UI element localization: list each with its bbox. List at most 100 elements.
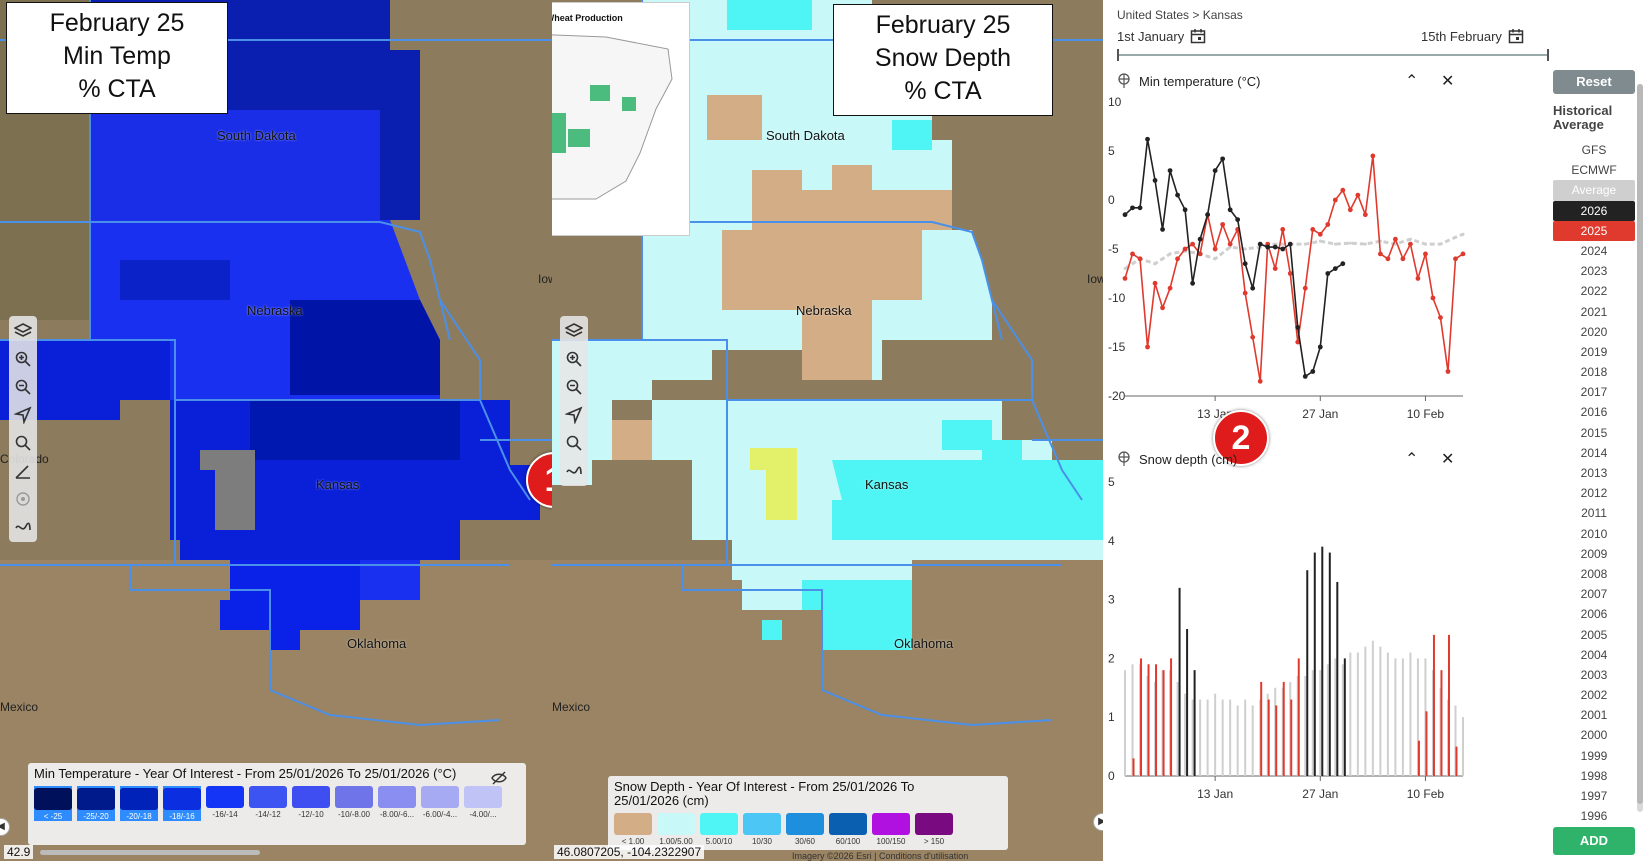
bar-2025	[1267, 699, 1270, 776]
layers-icon[interactable]	[12, 320, 34, 342]
search-icon[interactable]	[12, 432, 34, 454]
data-point-2025	[1430, 295, 1436, 301]
year-toggle-2022[interactable]: 2022	[1580, 284, 1608, 299]
min-temp-legend-item[interactable]: -18/-16	[163, 786, 201, 821]
snow-depth-legend-item[interactable]: 5.00/10	[700, 813, 738, 846]
year-toggle-2023[interactable]: 2023	[1580, 264, 1608, 279]
date-end[interactable]: 15th February	[1421, 28, 1524, 44]
draw-line-icon[interactable]	[563, 460, 585, 482]
year-toggle-2008[interactable]: 2008	[1580, 566, 1608, 581]
snow-depth-title-line2: Snow Depth	[874, 44, 1012, 72]
layers-icon[interactable]	[563, 320, 585, 342]
year-toggle-2010[interactable]: 2010	[1580, 526, 1608, 541]
date-range-slider[interactable]	[1117, 49, 1549, 61]
data-point-2025	[1408, 241, 1413, 247]
snow-depth-legend-label: > 150	[923, 837, 945, 846]
date-start[interactable]: 1st January	[1117, 28, 1206, 44]
series-toggle-gfs[interactable]: GFS	[1581, 143, 1607, 157]
close-icon[interactable]: ✕	[1441, 73, 1455, 90]
series-toggle-2026[interactable]: 2026	[1553, 200, 1635, 221]
year-toggle-1997[interactable]: 1997	[1580, 789, 1608, 803]
target-icon[interactable]	[12, 488, 34, 510]
min-temp-legend-item[interactable]: -14/-12	[249, 786, 287, 821]
bar-average	[1176, 681, 1179, 776]
zoom-in-icon[interactable]	[12, 348, 34, 370]
year-toggle-2020[interactable]: 2020	[1580, 324, 1608, 339]
draw-line-icon[interactable]	[12, 516, 34, 538]
add-button[interactable]: ADD	[1553, 827, 1635, 855]
min-temp-legend-item[interactable]: -8.00/-6...	[378, 786, 416, 821]
locate-arrow-icon[interactable]	[12, 404, 34, 426]
year-toggle-2011[interactable]: 2011	[1581, 506, 1607, 521]
bar-2025	[1155, 664, 1158, 776]
legend-scrollbar-left[interactable]	[40, 850, 260, 855]
chevron-up-icon[interactable]: ⌃	[1405, 73, 1419, 90]
series-toggle-2025[interactable]: 2025	[1553, 220, 1635, 241]
bar-average	[1401, 658, 1404, 776]
year-toggle-2006[interactable]: 2006	[1580, 607, 1608, 622]
year-toggle-2014[interactable]: 2014	[1580, 445, 1608, 460]
year-toggle-2021[interactable]: 2021	[1580, 304, 1608, 319]
year-toggle-2017[interactable]: 2017	[1580, 385, 1608, 400]
data-point-2025	[1295, 339, 1301, 345]
data-point-2025	[1370, 153, 1376, 159]
series-toggle-average[interactable]: Average	[1553, 180, 1635, 201]
year-toggle-2000[interactable]: 2000	[1580, 728, 1608, 743]
year-toggle-2009[interactable]: 2009	[1580, 546, 1608, 561]
year-toggle-2005[interactable]: 2005	[1580, 627, 1608, 642]
zoom-out-icon[interactable]	[12, 376, 34, 398]
map-toolbar-right	[560, 316, 588, 486]
snow-depth-chart[interactable]: 5 4 3 2 1 0 13 Jan 27 Jan 10 Feb	[1103, 470, 1523, 850]
min-temp-legend-item[interactable]: -25/-20	[77, 786, 115, 821]
zoom-out-icon[interactable]	[563, 376, 585, 398]
breadcrumb[interactable]: United States > Kansas	[1117, 8, 1243, 22]
year-toggle-1998[interactable]: 1998	[1580, 768, 1608, 783]
year-toggle-2015[interactable]: 2015	[1580, 425, 1608, 440]
year-toggle-2016[interactable]: 2016	[1580, 405, 1608, 420]
year-toggle-2018[interactable]: 2018	[1580, 365, 1608, 380]
year-toggle-1999[interactable]: 1999	[1580, 748, 1608, 763]
snow-depth-legend-item[interactable]: < 1.00	[614, 813, 652, 846]
year-toggle-2007[interactable]: 2007	[1580, 587, 1608, 602]
min-temp-legend-item[interactable]: < -25	[34, 786, 72, 821]
zoom-in-icon[interactable]	[563, 348, 585, 370]
snow-depth-legend-item[interactable]: > 150	[915, 813, 953, 846]
reset-button[interactable]: Reset	[1553, 70, 1635, 94]
calendar-icon[interactable]	[1190, 28, 1206, 44]
search-icon[interactable]	[563, 432, 585, 454]
data-point-2026	[1220, 156, 1226, 162]
min-temp-legend-item[interactable]: -12/-10	[292, 786, 330, 821]
min-temp-legend-item[interactable]: -6.00/-4...	[421, 786, 459, 821]
snow-depth-legend-item[interactable]: 100/150	[872, 813, 910, 846]
bar-average	[1349, 652, 1352, 776]
snow-depth-map[interactable]: United States: Winter Wheat Production F…	[552, 0, 1103, 861]
snow-depth-legend-item[interactable]: 30/60	[786, 813, 824, 846]
year-toggle-2001[interactable]: 2001	[1580, 708, 1608, 723]
calendar-icon[interactable]	[1508, 28, 1524, 44]
min-temp-legend-item[interactable]: -10/-8.00	[335, 786, 373, 821]
year-list-scrollbar[interactable]	[1637, 84, 1643, 804]
locate-arrow-icon[interactable]	[563, 404, 585, 426]
close-icon[interactable]: ✕	[1441, 451, 1455, 468]
year-toggle-2002[interactable]: 2002	[1580, 688, 1608, 703]
year-toggle-2012[interactable]: 2012	[1580, 486, 1608, 501]
year-toggle-2003[interactable]: 2003	[1580, 667, 1608, 682]
year-toggle-2019[interactable]: 2019	[1580, 344, 1608, 359]
min-temp-legend-item[interactable]: -16/-14	[206, 786, 244, 821]
year-toggle-2004[interactable]: 2004	[1580, 647, 1608, 662]
snow-depth-legend-item[interactable]: 1.00/5.00	[657, 813, 695, 846]
series-toggle-ecmwf[interactable]: ECMWF	[1571, 163, 1617, 178]
year-toggle-1996[interactable]: 1996	[1580, 809, 1608, 824]
snow-depth-legend-item[interactable]: 10/30	[743, 813, 781, 846]
year-toggle-2013[interactable]: 2013	[1580, 466, 1608, 480]
year-toggle-2024[interactable]: 2024	[1580, 243, 1608, 258]
chevron-up-icon[interactable]: ⌃	[1405, 451, 1419, 468]
hide-legend-icon[interactable]	[490, 769, 508, 792]
snow-depth-legend-swatch	[872, 813, 910, 835]
snow-depth-legend-item[interactable]: 60/100	[829, 813, 867, 846]
min-temp-legend-item[interactable]: -4.00/...	[464, 786, 502, 821]
min-temp-legend-item[interactable]: -20/-18	[120, 786, 158, 821]
measure-icon[interactable]	[12, 460, 34, 482]
min-temp-map[interactable]: February 25 Min Temp % CTA South Dakota …	[0, 0, 552, 861]
